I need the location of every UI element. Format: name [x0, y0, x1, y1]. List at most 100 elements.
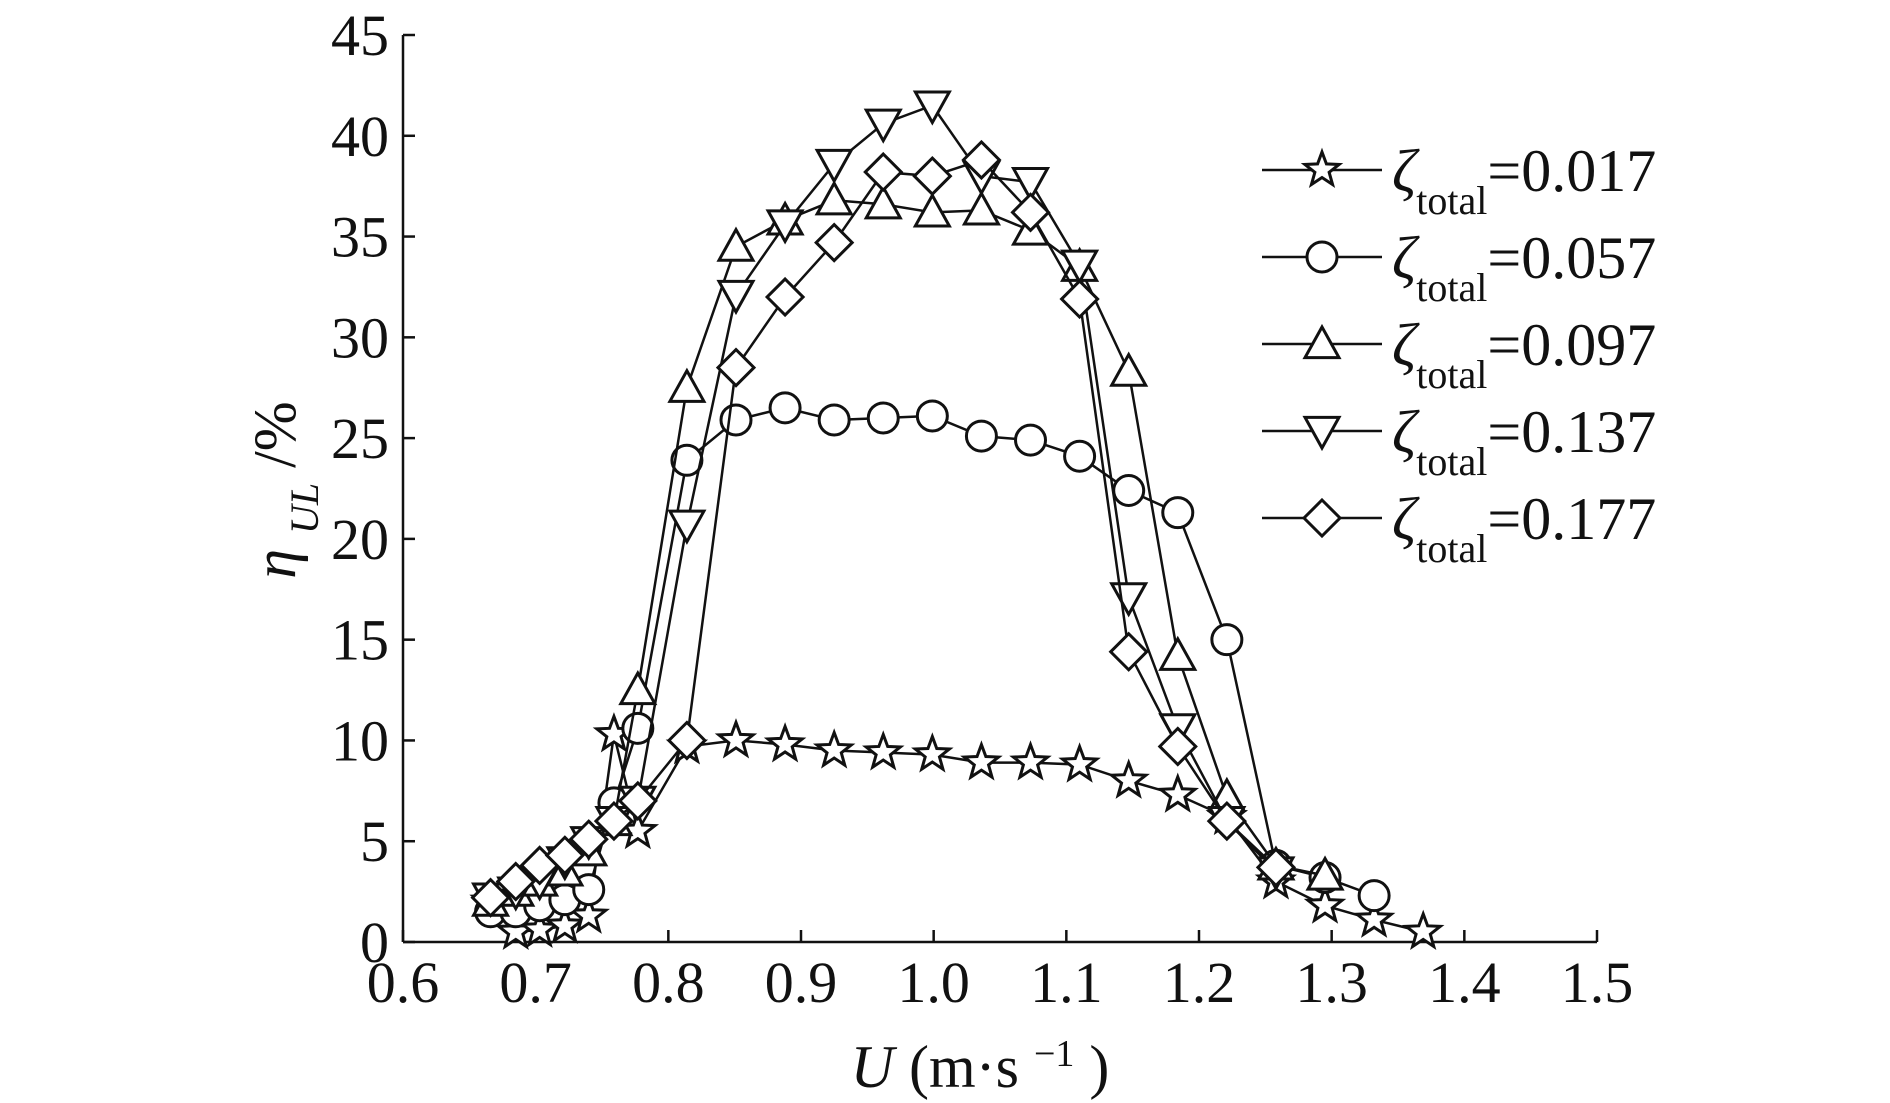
- data-point: [866, 401, 900, 435]
- x-tick-label: 1.5: [1561, 950, 1634, 1015]
- legend-subscript: total: [1416, 526, 1487, 571]
- data-point: [1305, 855, 1345, 891]
- y-tick-label: 35: [331, 205, 389, 270]
- y-axis-variable: η: [242, 549, 308, 579]
- data-point: [667, 367, 707, 403]
- data-point: [618, 669, 658, 706]
- data-point: [817, 403, 851, 437]
- x-tick-label: 1.0: [897, 950, 970, 1015]
- legend-label: ζtotal=0.097: [1392, 312, 1656, 397]
- data-point: [716, 226, 756, 262]
- legend-label: ζtotal=0.177: [1392, 486, 1656, 571]
- legend-marker: [1305, 240, 1339, 274]
- legend-subscript: total: [1416, 352, 1487, 397]
- x-tick-label: 1.1: [1030, 950, 1103, 1015]
- data-point: [862, 730, 905, 771]
- x-tick-label: 1.2: [1163, 950, 1236, 1015]
- data-point: [863, 184, 903, 220]
- data-point: [763, 722, 807, 763]
- legend: ζtotal=0.017ζtotal=0.057ζtotal=0.097ζtot…: [1262, 138, 1656, 571]
- legend-item: ζtotal=0.137: [1262, 399, 1656, 484]
- data-point: [812, 728, 856, 769]
- data-point: [814, 180, 854, 216]
- legend-marker: [1301, 497, 1343, 539]
- data-point: [617, 780, 658, 822]
- legend-value: =0.097: [1487, 312, 1656, 378]
- x-axis-unit: (m·s: [909, 1034, 1019, 1100]
- legend-item: ζtotal=0.057: [1262, 225, 1656, 310]
- legend-symbol: ζ: [1392, 225, 1420, 291]
- legend-label: ζtotal=0.057: [1392, 225, 1656, 310]
- data-point: [1357, 879, 1391, 913]
- data-point: [1059, 278, 1100, 320]
- x-axis-unit-close: ): [1089, 1034, 1109, 1100]
- data-point: [964, 419, 998, 453]
- legend-marker: [1300, 147, 1344, 189]
- data-point: [568, 819, 609, 860]
- data-point: [1401, 909, 1445, 950]
- x-tick-label: 1.3: [1295, 950, 1368, 1015]
- legend-subscript: total: [1416, 439, 1487, 484]
- y-tick-label: 40: [331, 104, 389, 169]
- data-point: [1009, 740, 1052, 781]
- y-tick-label: 15: [331, 608, 389, 673]
- data-point: [1010, 192, 1051, 233]
- legend-symbol: ζ: [1392, 312, 1420, 378]
- y-axis-title: η UL /%: [242, 401, 327, 579]
- data-point: [1161, 496, 1195, 530]
- data-point: [1303, 883, 1347, 924]
- legend-value: =0.177: [1487, 486, 1656, 552]
- data-point: [1210, 623, 1244, 657]
- data-point: [814, 148, 854, 185]
- x-tick-label: 0.9: [765, 950, 838, 1015]
- data-point: [1063, 439, 1097, 473]
- data-point: [768, 391, 802, 425]
- legend-label: ζtotal=0.017: [1392, 138, 1656, 223]
- legend-subscript: total: [1416, 265, 1487, 310]
- data-point: [1014, 423, 1048, 457]
- data-point: [764, 276, 806, 318]
- data-point: [544, 835, 585, 876]
- data-point: [1255, 847, 1297, 888]
- data-point: [714, 718, 758, 759]
- data-point: [911, 732, 954, 773]
- x-tick-label: 1.4: [1428, 950, 1501, 1015]
- data-point: [915, 399, 949, 433]
- data-point: [912, 90, 952, 126]
- x-tick-label: 0.8: [632, 950, 705, 1015]
- legend-symbol: ζ: [1392, 399, 1420, 465]
- series-line: [489, 158, 1277, 899]
- series-layer: [469, 90, 1445, 950]
- data-point: [1206, 800, 1247, 842]
- data-point: [863, 151, 904, 193]
- y-tick-label: 20: [331, 507, 389, 572]
- data-point: [1108, 631, 1149, 672]
- y-axis-variable-subscript: UL: [282, 483, 327, 534]
- legend-item: ζtotal=0.017: [1262, 138, 1656, 223]
- y-ticks: 0 5 10 15 20 25 30 35 40 45: [331, 3, 415, 975]
- y-tick-label: 5: [360, 809, 389, 874]
- data-point: [470, 877, 511, 918]
- data-point: [495, 861, 536, 902]
- data-point: [912, 192, 952, 228]
- data-point: [1010, 167, 1051, 203]
- legend-item: ζtotal=0.097: [1262, 312, 1656, 397]
- legend-symbol: ζ: [1392, 486, 1420, 552]
- y-tick-label: 10: [331, 708, 389, 773]
- y-tick-label: 45: [331, 3, 389, 68]
- data-point: [960, 740, 1003, 781]
- data-point: [666, 720, 708, 761]
- legend-symbol: ζ: [1392, 138, 1420, 204]
- data-point: [961, 139, 1002, 181]
- data-point: [543, 903, 587, 944]
- series-diamond: [470, 139, 1297, 918]
- data-point: [1109, 351, 1149, 387]
- legend-subscript: total: [1416, 178, 1487, 223]
- legend-value: =0.137: [1487, 399, 1656, 465]
- data-point: [715, 347, 757, 388]
- legend-item: ζtotal=0.177: [1262, 486, 1656, 571]
- data-point: [667, 509, 707, 545]
- data-point: [716, 279, 756, 316]
- x-tick-label: 0.7: [499, 950, 572, 1015]
- data-point: [1157, 726, 1198, 767]
